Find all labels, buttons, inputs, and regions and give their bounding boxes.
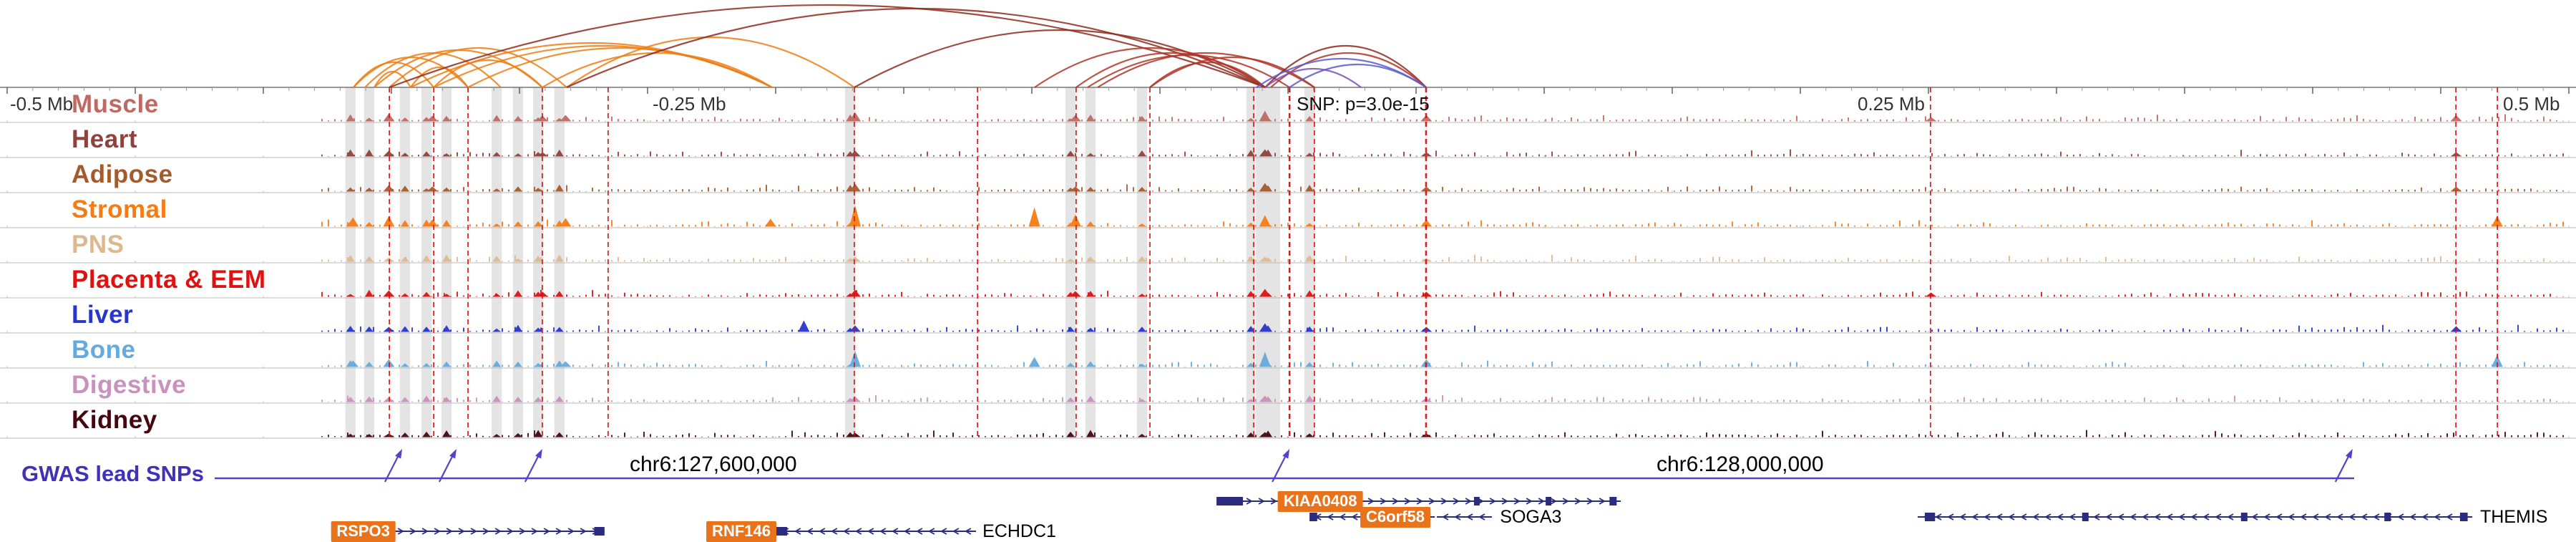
row-ticks	[6, 120, 2570, 438]
enhancer-arc	[542, 52, 773, 88]
gene-direction-chevrons-rspo3	[397, 528, 599, 535]
axis-label-plus-0-5mb: 0.5 Mb	[2503, 93, 2560, 115]
gene-label-themis: THEMIS	[2479, 507, 2548, 527]
enhancer-arc	[1075, 52, 1266, 88]
gene-label-echdc1: ECHDC1	[982, 521, 1056, 541]
snp-pvalue-label: SNP: p=3.0e-15	[1297, 93, 1430, 115]
enhancer-arc	[1087, 54, 1290, 88]
enhancer-arc	[433, 45, 773, 88]
enhancer-arc	[353, 62, 434, 88]
track-peaks-liver	[346, 320, 2462, 332]
track-label-heart: Heart	[72, 125, 137, 153]
gene-exon-c6orf58	[1309, 513, 1317, 521]
enhancer-arc	[854, 29, 1266, 88]
track-signal-noise-placenta-eem	[321, 290, 2564, 297]
gwas-snp-pointer	[524, 452, 541, 483]
enhancer-arc	[1149, 61, 1266, 88]
gene-exon-themis	[2082, 513, 2089, 521]
enhancer-arc	[1264, 44, 1427, 88]
gene-exon-kiaa0408	[1216, 497, 1243, 505]
gwas-snp-pointer	[384, 452, 401, 483]
enhancer-arc	[1149, 57, 1315, 88]
track-signal-noise-bone	[321, 360, 2564, 367]
track-signal-noise-kidney	[321, 430, 2564, 437]
track-peaks-bone	[346, 350, 2503, 367]
enhancer-arc	[1264, 68, 1362, 88]
gene-label-soga3: SOGA3	[1500, 507, 1562, 527]
enhancer-arc	[389, 47, 567, 88]
track-peaks-heart	[346, 149, 2462, 157]
track-label-pns: PNS	[72, 231, 125, 258]
gwas-snp-arrowhead	[449, 449, 457, 459]
track-label-kidney: Kidney	[72, 406, 157, 434]
track-label-stromal: Stromal	[72, 195, 167, 223]
track-peaks-stromal	[346, 205, 2503, 227]
gene-label-c6orf58: C6orf58	[1360, 507, 1430, 528]
track-label-bone: Bone	[72, 336, 136, 364]
gene-label-rnf146: RNF146	[706, 521, 776, 542]
enhancer-arc	[1289, 64, 1427, 88]
gwas-snp-pointer	[438, 452, 455, 483]
track-peaks-muscle	[346, 110, 2462, 122]
gwas-snp-pointer	[2334, 452, 2351, 483]
gene-direction-chevrons-themis	[1923, 513, 2465, 521]
track-peaks-adipose	[346, 183, 2462, 192]
track-signal-noise-adipose	[321, 184, 2564, 192]
gwas-lead-snps-label: GWAS lead SNPs	[21, 461, 204, 486]
axis-label-minus-0-25mb: -0.25 Mb	[653, 93, 726, 115]
gene-exon-themis	[2459, 513, 2468, 521]
gene-exon-themis	[1925, 513, 1936, 521]
track-label-placenta-eem: Placenta & EEM	[72, 266, 266, 294]
gene-exon-kiaa0408	[1473, 497, 1480, 505]
ruler-major-ticks	[6, 87, 2570, 94]
enhancer-arc	[566, 36, 855, 88]
track-signal-noise-pns	[321, 254, 2564, 262]
gene-exon-kiaa0408	[1609, 497, 1617, 505]
gene-exon-themis	[2240, 513, 2248, 521]
track-signal-noise-liver	[321, 324, 2564, 332]
track-label-digestive: Digestive	[72, 371, 187, 399]
track-signal-noise-digestive	[321, 395, 2564, 402]
gene-exon-rnf146	[776, 527, 788, 536]
gene-label-kiaa0408: KIAA0408	[1277, 491, 1363, 512]
track-signal-noise-stromal	[321, 219, 2564, 227]
enhancer-arc	[467, 47, 773, 88]
gene-direction-chevrons-soga3	[1442, 513, 1485, 521]
track-label-muscle: Muscle	[72, 90, 159, 118]
gwas-snp-arrowhead	[1282, 449, 1290, 459]
gwas-snp-pointer	[1272, 452, 1289, 483]
track-peaks-placenta-eem	[346, 289, 1937, 297]
gene-exon-kiaa0408	[1546, 497, 1551, 505]
gene-exon-themis	[2384, 513, 2391, 521]
track-grid-lines	[0, 122, 2576, 439]
coordinate-label-right: chr6:128,000,000	[1657, 453, 1824, 476]
track-label-liver: Liver	[72, 301, 134, 329]
gwas-snp-arrowhead	[535, 449, 542, 459]
enhancer-arc	[389, 4, 1266, 89]
gene-exon-rspo3	[594, 527, 605, 536]
track-label-adipose: Adipose	[72, 160, 173, 188]
gene-label-rspo3: RSPO3	[331, 521, 396, 542]
track-signal-noise-muscle	[321, 114, 2564, 122]
gwas-snp-arrowhead	[395, 449, 403, 459]
enhancer-arc	[409, 67, 469, 88]
ruler-minor-ticks	[32, 87, 2544, 91]
track-signal-noise-heart	[321, 149, 2564, 157]
axis-label-plus-0-25mb: 0.25 Mb	[1858, 93, 1925, 115]
coordinate-label-left: chr6:127,600,000	[630, 453, 797, 476]
enhancer-arc	[433, 59, 543, 88]
axis-label-minus-0-5mb: -0.5 Mb	[10, 93, 74, 115]
gwas-snp-arrowhead	[2346, 449, 2353, 459]
